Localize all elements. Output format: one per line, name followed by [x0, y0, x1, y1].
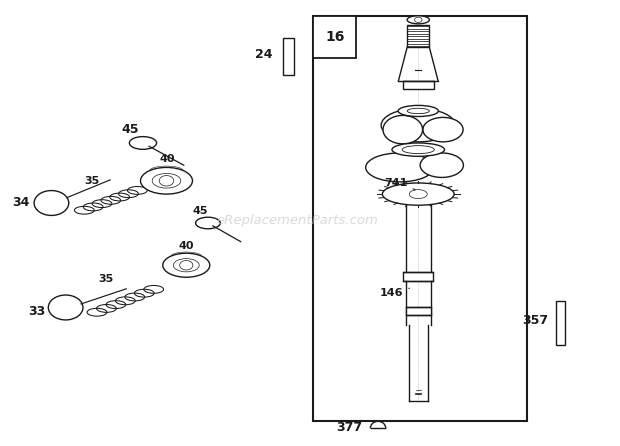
Ellipse shape — [383, 183, 454, 205]
Ellipse shape — [392, 143, 445, 156]
Bar — [404, 272, 433, 281]
Text: 24: 24 — [255, 48, 273, 61]
Ellipse shape — [409, 190, 427, 198]
Bar — [403, 81, 434, 89]
Bar — [407, 25, 430, 47]
Ellipse shape — [163, 253, 210, 277]
Text: 34: 34 — [12, 197, 30, 210]
Text: 35: 35 — [84, 176, 100, 186]
Polygon shape — [406, 281, 431, 325]
Circle shape — [159, 176, 174, 186]
Bar — [283, 37, 294, 75]
Text: 741: 741 — [384, 178, 415, 190]
Text: 146: 146 — [380, 288, 409, 298]
Ellipse shape — [407, 16, 430, 24]
Text: 45: 45 — [192, 206, 208, 216]
Text: 40: 40 — [160, 154, 175, 164]
Bar — [406, 307, 431, 315]
Ellipse shape — [423, 117, 463, 142]
Ellipse shape — [366, 153, 434, 182]
Ellipse shape — [130, 136, 157, 149]
Text: 35: 35 — [98, 274, 113, 285]
Polygon shape — [399, 47, 438, 81]
Text: 16: 16 — [325, 30, 345, 44]
Text: 377: 377 — [337, 421, 363, 434]
Circle shape — [415, 17, 422, 22]
Text: 33: 33 — [28, 306, 45, 318]
Ellipse shape — [407, 108, 429, 114]
Ellipse shape — [402, 146, 435, 153]
Circle shape — [34, 190, 69, 215]
Circle shape — [48, 295, 83, 320]
Ellipse shape — [381, 108, 455, 142]
Circle shape — [383, 116, 423, 144]
Ellipse shape — [195, 217, 220, 229]
Ellipse shape — [174, 259, 199, 272]
Ellipse shape — [420, 153, 463, 178]
Polygon shape — [409, 325, 428, 401]
Bar — [556, 301, 565, 345]
Text: 357: 357 — [522, 314, 548, 327]
Polygon shape — [406, 205, 431, 272]
Ellipse shape — [398, 105, 438, 116]
Text: 45: 45 — [122, 123, 140, 136]
Bar — [313, 16, 526, 421]
Ellipse shape — [141, 167, 192, 194]
Bar — [313, 16, 356, 58]
Circle shape — [180, 260, 193, 270]
Ellipse shape — [152, 173, 181, 188]
Text: eReplacementParts.com: eReplacementParts.com — [217, 214, 379, 227]
Text: 40: 40 — [179, 240, 194, 251]
